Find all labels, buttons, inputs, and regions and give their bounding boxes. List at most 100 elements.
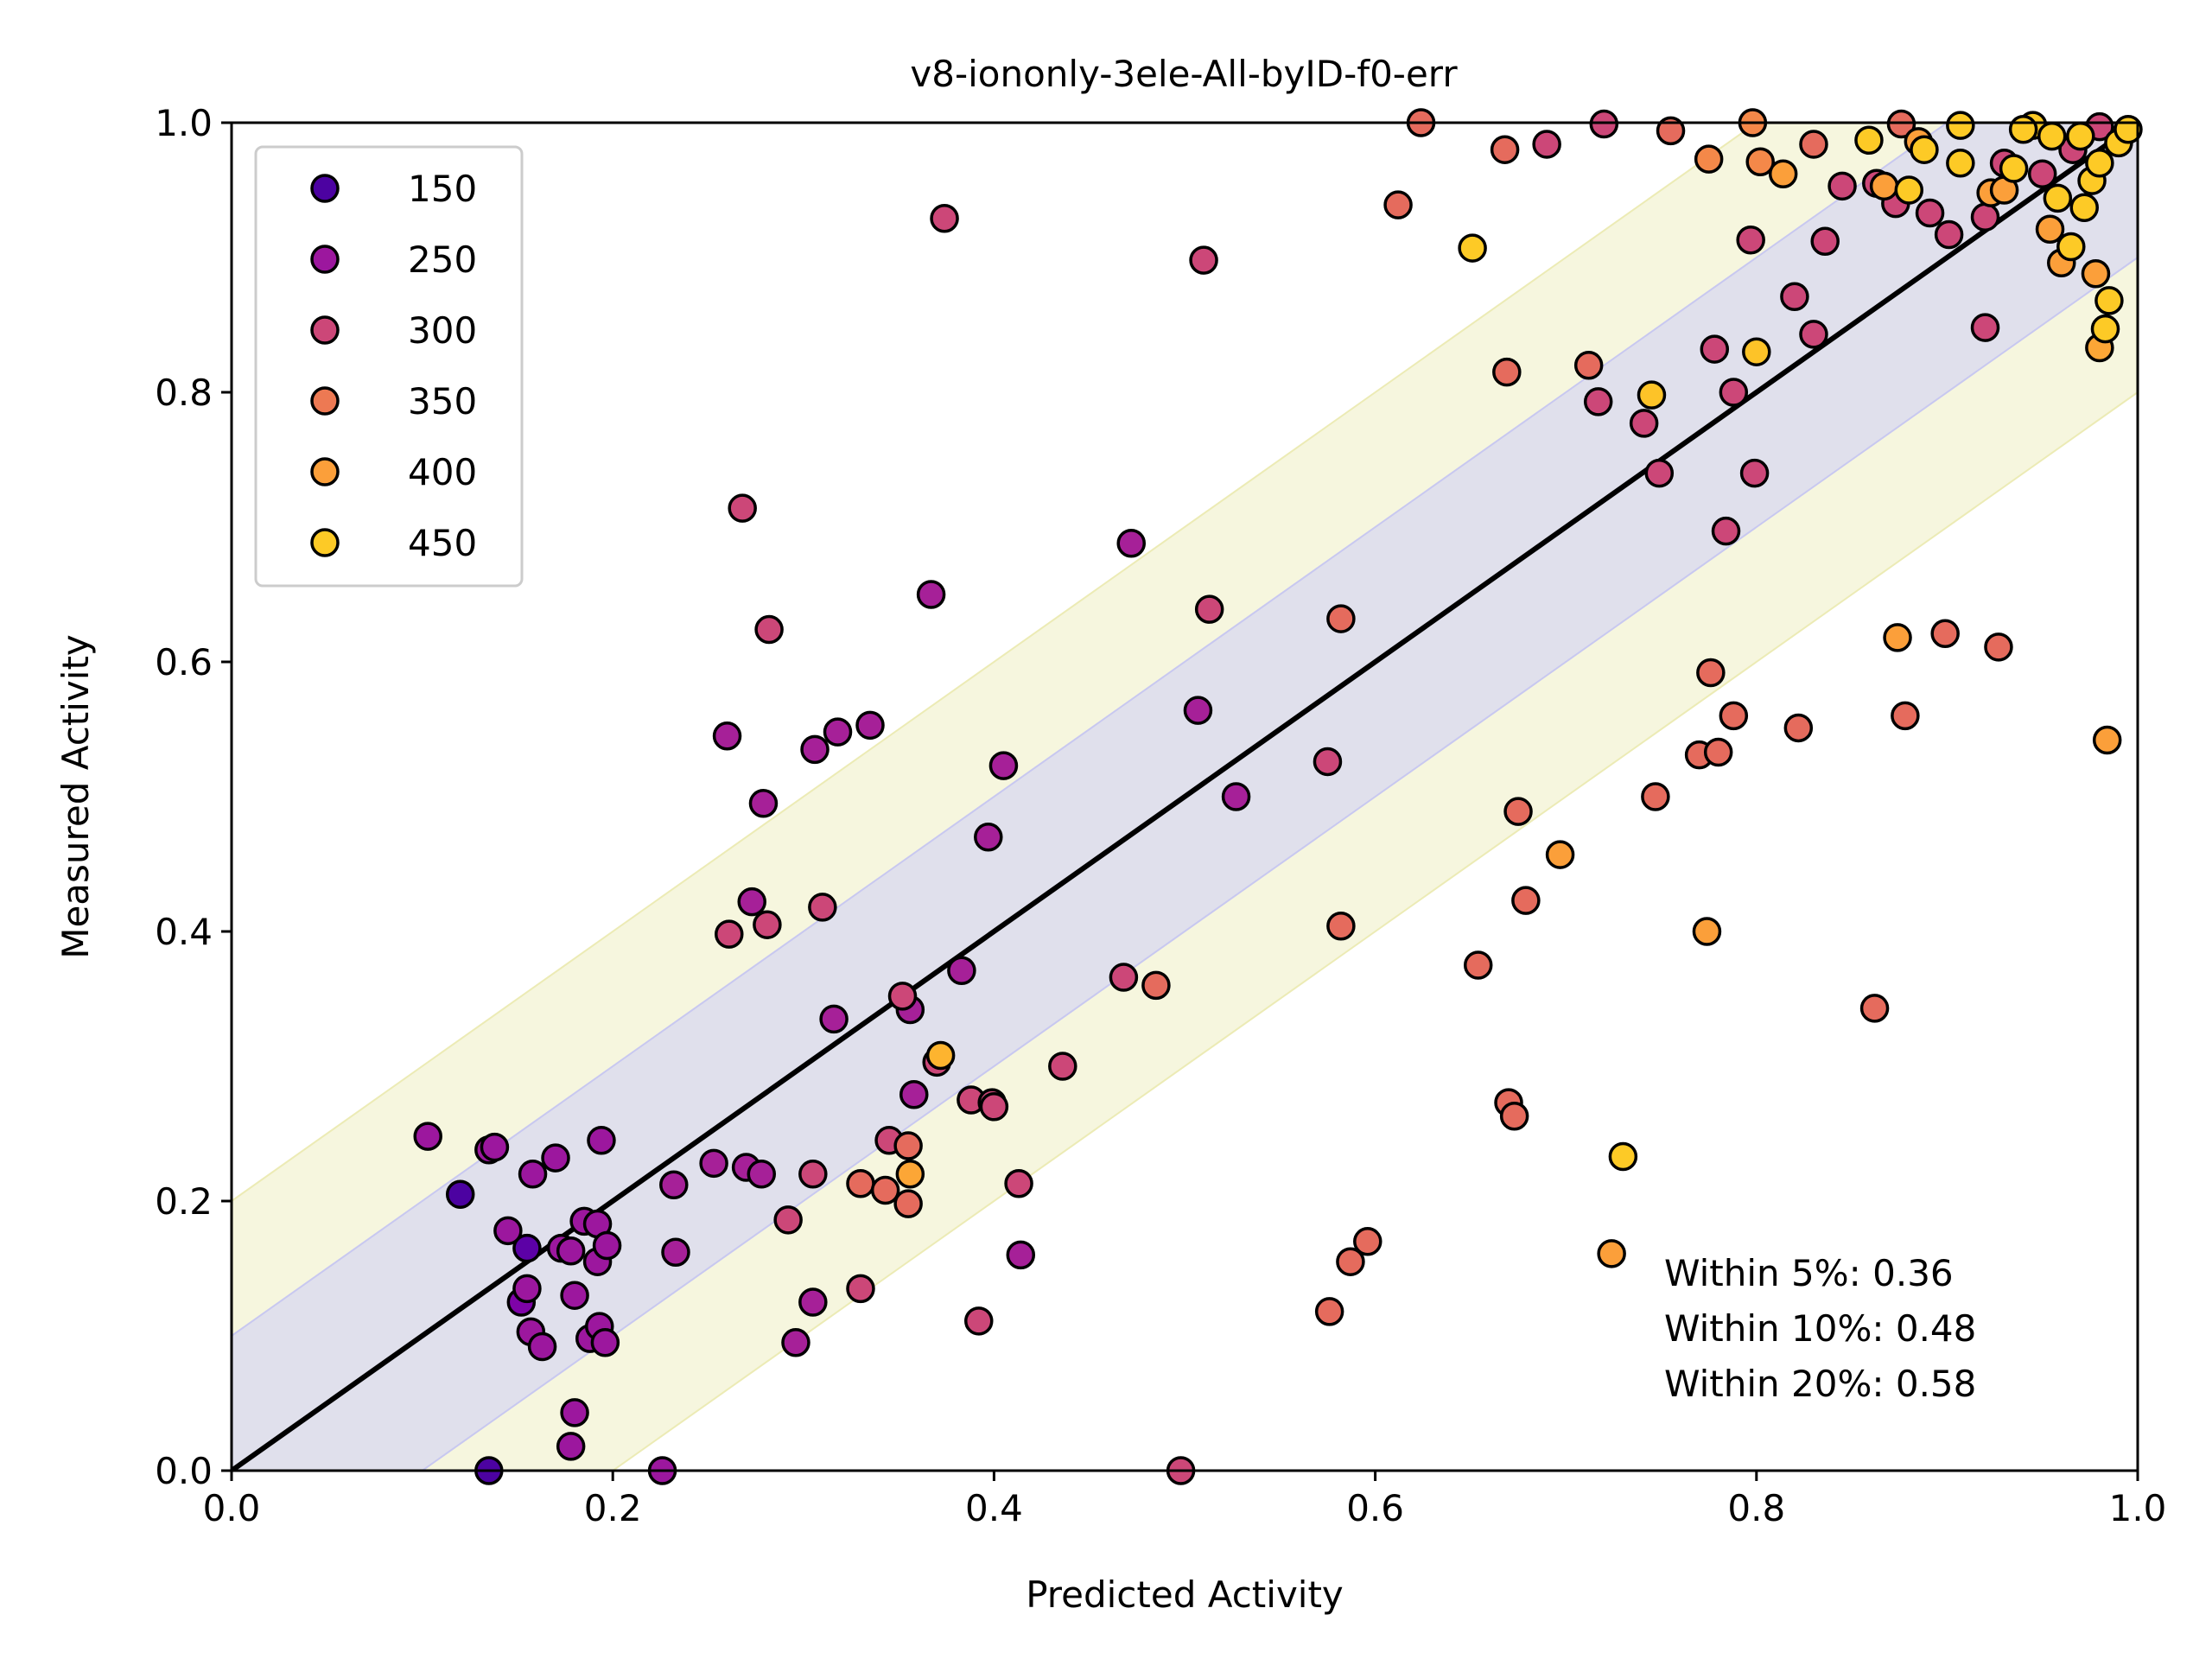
data-point <box>1780 282 1809 311</box>
data-point <box>1326 912 1356 941</box>
data-point <box>855 710 885 741</box>
data-point <box>887 982 918 1011</box>
data-point <box>2094 286 2124 315</box>
y-tick-label: 0.2 <box>155 1180 213 1223</box>
legend-label: 350 <box>408 380 477 423</box>
data-point <box>1458 233 1487 263</box>
data-point <box>1711 516 1741 546</box>
data-point <box>979 1092 1009 1122</box>
data-point <box>1583 387 1613 416</box>
legend-marker <box>310 457 340 486</box>
x-axis-label: Predicted Activity <box>1026 1573 1344 1616</box>
annotation-within-20: Within 20%: 0.58 <box>1664 1363 1976 1405</box>
x-tick-label: 0.2 <box>584 1487 642 1529</box>
data-point <box>1745 147 1775 176</box>
data-point <box>819 1004 849 1034</box>
data-point <box>1736 225 1765 255</box>
data-point <box>587 1126 616 1155</box>
data-point <box>2035 214 2065 244</box>
y-tick-label: 0.8 <box>155 372 213 414</box>
data-point <box>1854 125 1884 156</box>
chart-title: v8-iononly-3ele-All-byID-f0-err <box>910 53 1458 95</box>
data-point <box>2043 183 2073 213</box>
data-point <box>1910 135 1939 164</box>
data-point <box>527 1332 557 1362</box>
data-point <box>2081 258 2111 289</box>
x-tick-label: 0.4 <box>965 1487 1023 1529</box>
data-point <box>974 823 1003 852</box>
data-point <box>1696 658 1726 688</box>
data-point <box>659 1170 689 1200</box>
data-point <box>1915 198 1945 228</box>
data-point <box>1970 313 2000 342</box>
data-point <box>1336 1247 1365 1276</box>
x-tick-label: 0.6 <box>1346 1487 1404 1529</box>
data-point <box>1597 1239 1626 1268</box>
accuracy-annotations: Within 5%: 0.36 Within 10%: 0.48 Within … <box>1664 1252 1976 1405</box>
data-point <box>748 789 779 818</box>
legend-marker <box>310 315 340 345</box>
data-point <box>798 1160 828 1189</box>
data-point <box>1109 963 1139 992</box>
data-point <box>808 893 837 922</box>
x-tick-label: 1.0 <box>2109 1487 2167 1529</box>
data-point <box>2090 314 2120 344</box>
data-point <box>1886 109 1916 139</box>
data-point <box>715 919 744 949</box>
data-point <box>1999 154 2029 183</box>
data-point <box>556 1432 586 1461</box>
plot-frame <box>230 121 2139 1472</box>
data-point <box>1629 409 1659 438</box>
data-point <box>1930 619 1960 648</box>
data-point <box>1946 149 1975 178</box>
data-point <box>2069 193 2099 223</box>
data-point <box>988 751 1019 780</box>
data-point <box>1589 109 1619 139</box>
data-point <box>1827 171 1857 201</box>
data-point <box>1719 378 1749 407</box>
data-point <box>1608 1141 1638 1172</box>
data-point <box>1545 840 1575 869</box>
data-point <box>1048 1052 1077 1081</box>
legend-label: 250 <box>408 238 477 281</box>
data-point <box>773 1205 803 1235</box>
legend-box <box>254 145 524 588</box>
data-point <box>1183 696 1213 725</box>
data-point <box>798 1287 828 1317</box>
data-point <box>747 1160 777 1189</box>
data-point <box>800 734 830 765</box>
data-point <box>728 493 757 523</box>
data-point <box>1700 334 1730 364</box>
data-point <box>712 721 742 751</box>
legend-marker <box>310 174 340 203</box>
x-tick-label: 0.8 <box>1727 1487 1785 1529</box>
data-point <box>1189 245 1218 275</box>
x-tick-label: 0.0 <box>203 1487 261 1529</box>
data-point <box>1463 950 1493 980</box>
data-point <box>1742 337 1771 366</box>
legend-label: 300 <box>408 309 477 352</box>
data-point <box>413 1122 442 1151</box>
data-point <box>823 717 853 747</box>
data-point <box>1353 1227 1382 1256</box>
data-point <box>1984 632 2013 662</box>
data-point <box>2008 115 2038 144</box>
data-point <box>1656 116 1686 146</box>
data-point <box>1644 458 1675 488</box>
annotation-within-10: Within 10%: 0.48 <box>1664 1307 1976 1350</box>
data-point <box>925 1040 956 1071</box>
data-point <box>1499 1101 1529 1131</box>
data-point <box>1719 701 1749 731</box>
data-point <box>1934 219 1964 250</box>
data-point <box>518 1160 548 1189</box>
data-point <box>1006 1240 1036 1270</box>
data-point <box>1313 747 1343 777</box>
data-point <box>1799 320 1828 349</box>
data-point <box>1768 159 1798 189</box>
y-tick-label: 0.6 <box>155 641 213 683</box>
data-point <box>661 1237 690 1268</box>
data-point <box>1326 604 1356 633</box>
data-point <box>899 1080 929 1109</box>
data-point <box>1383 190 1413 219</box>
data-point <box>1739 458 1770 488</box>
